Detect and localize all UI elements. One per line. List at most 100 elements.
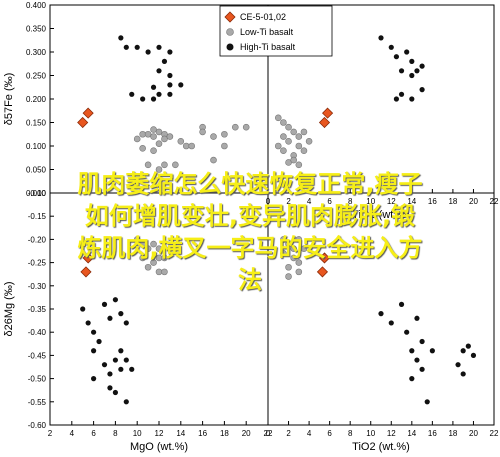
point-ce5 bbox=[318, 116, 331, 129]
point-low-ti bbox=[150, 147, 157, 154]
point-high-ti bbox=[118, 366, 124, 372]
point-low-ti bbox=[155, 166, 163, 173]
y-tick-label: -0.20 bbox=[28, 235, 47, 244]
point-ce5 bbox=[82, 107, 94, 119]
point-high-ti bbox=[465, 343, 471, 349]
x-tick-label: 10 bbox=[133, 429, 142, 438]
point-high-ti bbox=[414, 68, 420, 74]
x-tick-label: 20 bbox=[242, 429, 251, 438]
x-tick-label: 2 bbox=[48, 429, 53, 438]
point-low-ti bbox=[295, 259, 303, 266]
point-high-ti bbox=[460, 348, 466, 354]
point-high-ti bbox=[167, 72, 173, 79]
point-low-ti bbox=[144, 245, 152, 252]
y-tick-label: 0.050 bbox=[26, 166, 47, 175]
point-low-ti bbox=[295, 268, 303, 276]
point-low-ti bbox=[295, 161, 303, 169]
point-high-ti bbox=[156, 68, 162, 74]
point-low-ti bbox=[290, 254, 297, 262]
point-high-ti bbox=[80, 306, 86, 312]
point-high-ti bbox=[378, 311, 384, 317]
x-tick-label: 22 bbox=[264, 429, 273, 438]
point-high-ti bbox=[419, 338, 425, 345]
point-high-ti bbox=[85, 320, 91, 326]
x-tick-label: 20 bbox=[469, 429, 478, 438]
point-ce5 bbox=[82, 252, 94, 264]
y-tick-label: 0.300 bbox=[26, 48, 47, 57]
point-low-ti bbox=[155, 140, 163, 147]
point-low-ti bbox=[172, 161, 179, 169]
point-low-ti bbox=[155, 128, 163, 136]
x-tick-label: 16 bbox=[428, 197, 437, 206]
point-high-ti bbox=[118, 311, 124, 317]
y-tick-label: -0.35 bbox=[28, 305, 47, 314]
point-high-ti bbox=[123, 399, 129, 405]
x-tick-label: 6 bbox=[91, 429, 96, 438]
point-high-ti bbox=[167, 49, 173, 55]
point-high-ti bbox=[91, 348, 97, 354]
point-low-ti bbox=[150, 259, 157, 266]
point-high-ti bbox=[414, 357, 420, 363]
point-low-ti bbox=[139, 145, 146, 152]
y-tick-label: 0.350 bbox=[26, 25, 47, 34]
point-low-ti bbox=[161, 135, 168, 143]
point-low-ti bbox=[166, 133, 174, 140]
y-tick-label: -0.45 bbox=[28, 351, 47, 360]
y-tick-label: 0.150 bbox=[26, 119, 47, 128]
x-tick-label: 14 bbox=[407, 197, 416, 206]
y-tick-label: -0.15 bbox=[28, 212, 47, 221]
point-high-ti bbox=[123, 44, 129, 50]
x-tick-label: 18 bbox=[220, 429, 229, 438]
y-axis-label: δ26Mg (‰) bbox=[3, 281, 15, 336]
point-low-ti bbox=[285, 123, 292, 131]
point-low-ti bbox=[300, 128, 308, 136]
point-low-ti bbox=[155, 268, 163, 276]
point-high-ti bbox=[404, 329, 410, 335]
point-high-ti bbox=[101, 362, 108, 368]
y-axis-label: δ57Fe (‰) bbox=[3, 73, 15, 126]
y-tick-label: 0.000 bbox=[26, 189, 47, 198]
point-low-ti bbox=[300, 147, 308, 154]
x-tick-label: 8 bbox=[348, 197, 353, 206]
point-high-ti bbox=[91, 329, 97, 335]
y-tick-label: 0.250 bbox=[26, 72, 47, 81]
point-high-ti bbox=[409, 376, 415, 382]
x-axis-label: TiO2 (wt.%) bbox=[352, 441, 410, 453]
y-tick-label: 0.100 bbox=[26, 142, 47, 151]
x-tick-label: 22 bbox=[490, 429, 499, 438]
point-low-ti bbox=[139, 130, 146, 138]
point-high-ti bbox=[409, 348, 415, 354]
point-high-ti bbox=[414, 315, 420, 321]
x-tick-label: 10 bbox=[366, 429, 375, 438]
y-tick-label: -0.30 bbox=[28, 282, 47, 291]
x-tick-label: 6 bbox=[327, 197, 332, 206]
point-low-ti bbox=[210, 133, 217, 140]
point-high-ti bbox=[429, 348, 435, 354]
x-tick-label: 10 bbox=[366, 197, 375, 206]
point-high-ti bbox=[404, 49, 410, 55]
point-ce5 bbox=[77, 116, 89, 129]
y-tick-label: 0.200 bbox=[26, 95, 47, 104]
y-tick-label: -0.40 bbox=[28, 328, 47, 337]
point-low-ti bbox=[150, 126, 157, 133]
point-high-ti bbox=[123, 320, 129, 326]
point-high-ti bbox=[134, 44, 140, 50]
legend-marker-low-ti bbox=[226, 28, 234, 36]
point-high-ti bbox=[107, 371, 113, 377]
x-tick-label: 4 bbox=[307, 429, 312, 438]
point-low-ti bbox=[144, 130, 152, 138]
legend-label: Low-Ti basalt bbox=[240, 27, 294, 37]
y-tick-label: -0.25 bbox=[28, 259, 47, 268]
point-low-ti bbox=[150, 133, 157, 140]
point-high-ti bbox=[167, 91, 173, 97]
point-high-ti bbox=[145, 49, 151, 55]
x-tick-label: 8 bbox=[113, 429, 118, 438]
point-low-ti bbox=[177, 138, 185, 145]
point-low-ti bbox=[290, 245, 297, 252]
legend-marker-ce5 bbox=[224, 11, 236, 23]
legend-marker-high-ti bbox=[226, 43, 234, 51]
y-tick-label: -0.50 bbox=[28, 375, 47, 384]
point-high-ti bbox=[409, 96, 415, 102]
legend-box bbox=[219, 5, 333, 57]
point-high-ti bbox=[156, 44, 162, 50]
